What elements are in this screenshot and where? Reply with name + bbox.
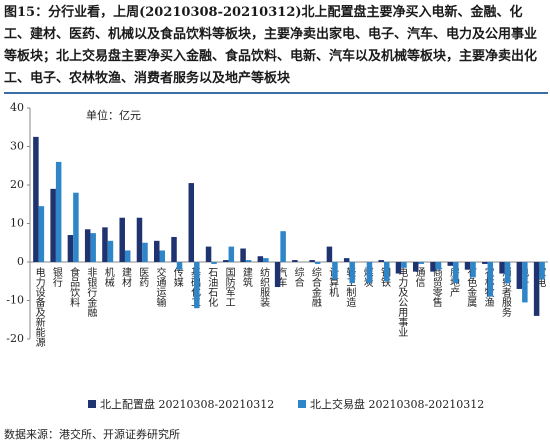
bar xyxy=(453,262,459,284)
bar xyxy=(124,250,131,262)
x-tick-label: 非银行金融 xyxy=(85,267,97,318)
bar xyxy=(205,246,212,262)
bar xyxy=(430,262,436,272)
bar xyxy=(171,236,177,262)
bar xyxy=(142,242,148,262)
bar xyxy=(309,260,315,262)
bar xyxy=(366,262,373,284)
x-tick-label: 交通运输 xyxy=(154,266,166,308)
x-tick-label: 电力及公用事业 xyxy=(396,266,408,337)
bar xyxy=(154,240,160,262)
bar xyxy=(378,260,384,262)
bar xyxy=(292,260,298,262)
x-tick-label: 电力设备及新能源 xyxy=(33,266,45,348)
x-tick-label: 银行 xyxy=(50,266,62,288)
bar xyxy=(280,231,286,262)
bar xyxy=(349,262,355,284)
bar xyxy=(107,240,114,262)
bar xyxy=(136,217,143,262)
bar xyxy=(383,262,390,282)
x-tick-label: 综合金融 xyxy=(309,266,321,308)
bar xyxy=(504,262,511,284)
bar xyxy=(326,246,333,262)
y-tick-label: -20 xyxy=(6,332,24,345)
y-tick-label: 30 xyxy=(10,140,24,153)
bar xyxy=(539,262,545,280)
bar xyxy=(314,262,321,264)
legend-swatch xyxy=(88,400,96,408)
bar xyxy=(487,262,494,297)
bar xyxy=(119,217,125,262)
bar xyxy=(263,258,269,262)
bar xyxy=(73,192,79,262)
chart-title: 图15：分行业看，上周(20210308-20210312)北上配置盘主要净买入… xyxy=(4,2,548,94)
y-tick-label: 10 xyxy=(10,217,24,230)
bar xyxy=(522,262,528,303)
source: 数据来源：港交所、开源证券研究所 xyxy=(4,428,180,441)
bar xyxy=(516,262,523,289)
bar xyxy=(533,262,540,316)
bar xyxy=(194,262,200,309)
bar xyxy=(257,256,264,262)
x-tick-label: 通信 xyxy=(413,267,425,288)
bar xyxy=(274,262,281,288)
y-tick-label: 40 xyxy=(10,101,24,114)
bar xyxy=(343,258,350,262)
x-tick-label: 建筑 xyxy=(240,266,252,287)
bar xyxy=(188,183,195,262)
bar xyxy=(499,262,505,274)
x-tick-label: 建材 xyxy=(119,266,131,287)
bar xyxy=(482,262,488,264)
x-tick-label: 国防军工 xyxy=(223,267,235,307)
bar xyxy=(464,262,471,270)
bar xyxy=(332,262,338,280)
bar xyxy=(90,233,96,262)
bar xyxy=(159,250,165,262)
bar xyxy=(102,227,108,262)
x-tick-label: 机械 xyxy=(102,266,114,288)
bar xyxy=(470,262,476,278)
bar xyxy=(395,262,402,274)
x-tick-label: 综合 xyxy=(292,266,304,288)
bar xyxy=(33,136,39,262)
x-tick-label: 食品饮料 xyxy=(68,266,80,308)
legend-label: 北上交易盘 20210308-20210312 xyxy=(310,397,484,411)
y-tick-label: 20 xyxy=(10,178,24,191)
bar xyxy=(67,235,74,262)
x-tick-label: 纺织服装 xyxy=(258,266,270,308)
x-tick-label: 医药 xyxy=(137,267,149,288)
unit-label: 单位：亿元 xyxy=(86,108,141,122)
legend-label: 北上配置盘 20210308-20210312 xyxy=(100,397,274,411)
y-tick-label: -10 xyxy=(6,294,24,307)
bar xyxy=(38,206,45,262)
bar xyxy=(176,262,183,270)
bar xyxy=(211,262,217,264)
bar xyxy=(50,188,56,262)
bar xyxy=(401,262,407,268)
bar xyxy=(413,262,419,272)
bar xyxy=(435,262,442,270)
y-tick-label: 0 xyxy=(17,255,24,268)
bar xyxy=(240,248,246,262)
x-tick-label: 传媒 xyxy=(171,267,183,288)
legend-swatch xyxy=(298,400,306,408)
x-tick-label: 商贸零售 xyxy=(430,266,442,308)
bar xyxy=(228,246,235,262)
bar xyxy=(223,260,229,262)
bar xyxy=(447,262,454,266)
bar xyxy=(418,262,424,264)
bar xyxy=(245,260,252,262)
bar xyxy=(55,161,62,262)
x-tick-label: 石油石化 xyxy=(206,267,218,307)
bar xyxy=(84,229,91,262)
